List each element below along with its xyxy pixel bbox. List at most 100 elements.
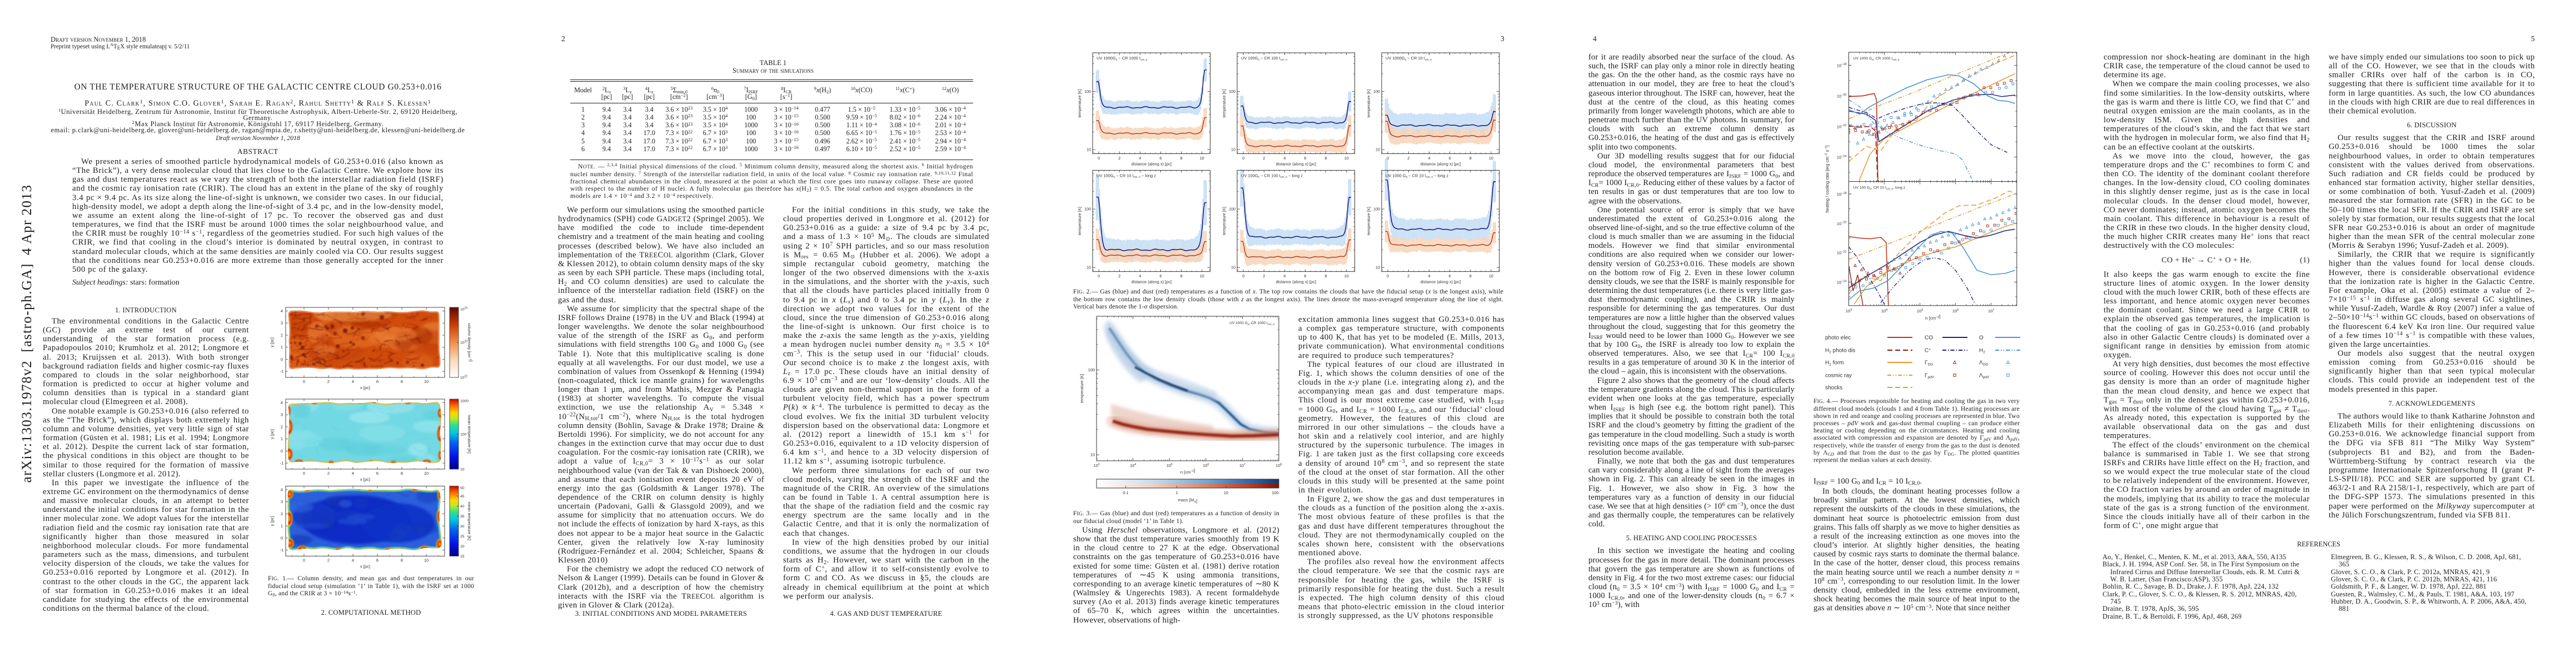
svg-text:10: 10: [1200, 156, 1204, 161]
svg-text:temperature [K]: temperature [K]: [1222, 207, 1227, 235]
svg-text:104: 104: [1130, 463, 1136, 468]
svg-text:2: 2: [327, 558, 330, 563]
svg-text:3: 3: [281, 321, 283, 326]
svg-text:y [pc]: y [pc]: [270, 337, 275, 347]
svg-text:0: 0: [281, 357, 283, 362]
svg-text:1: 1: [1175, 490, 1178, 495]
svg-text:3: 3: [281, 412, 283, 417]
svg-text:mean temperature [K]: mean temperature [K]: [467, 502, 472, 541]
svg-text:10: 10: [424, 379, 428, 384]
svg-text:2: 2: [327, 379, 330, 384]
svg-text:4: 4: [1428, 273, 1431, 278]
svg-text:UV 100 G0, CR 10 ICR, 0, long: UV 100 G0, CR 10 ICR, 0, long z: [1853, 186, 1906, 191]
svg-text:8: 8: [401, 379, 403, 384]
svg-text:UV 1000G0 − CR 10 ICR, 0: UV 1000G0 − CR 10 ICR, 0: [1386, 56, 1432, 62]
svg-text:O: O: [1979, 335, 1984, 341]
svg-text:40: 40: [460, 505, 465, 509]
svg-text:6: 6: [376, 471, 378, 476]
svg-text:30: 30: [460, 525, 465, 529]
svg-text:100: 100: [1373, 207, 1380, 212]
svg-text:105: 105: [1917, 308, 1923, 313]
svg-text:UV 100G0 − CR 100 ICR, 0: UV 100G0 − CR 100 ICR, 0: [1241, 56, 1287, 62]
svg-text:x [pc]: x [pc]: [360, 477, 370, 482]
svg-text:0: 0: [1242, 156, 1244, 161]
svg-text:y [pc]: y [pc]: [270, 516, 275, 526]
svg-text:2: 2: [327, 471, 330, 476]
svg-text:0: 0: [281, 449, 283, 454]
svg-text:0: 0: [303, 379, 305, 384]
svg-text:distance (along x) [pc]: distance (along x) [pc]: [1132, 162, 1172, 167]
svg-text:10−24: 10−24: [1837, 280, 1847, 285]
svg-text:ΓDG: ΓDG: [1925, 360, 1933, 367]
svg-text:6: 6: [1449, 273, 1451, 278]
svg-text:6: 6: [1449, 156, 1451, 161]
svg-text:UV 100G0 − CR 10 ICR, 0 − lo: UV 100G0 − CR 10 ICR, 0 − long z: [1097, 173, 1156, 179]
svg-text:8: 8: [401, 558, 403, 563]
svg-text:distance (along x) [pc]: distance (along x) [pc]: [1421, 280, 1461, 285]
svg-text:105: 105: [1167, 463, 1173, 468]
svg-text:10: 10: [460, 468, 465, 472]
svg-text:100: 100: [1088, 367, 1095, 372]
svg-text:temperature [K]: temperature [K]: [1079, 374, 1084, 403]
svg-text:-1: -1: [280, 369, 284, 374]
svg-text:10: 10: [1224, 490, 1228, 495]
svg-text:50: 50: [460, 486, 465, 490]
svg-text:distance (along x) [pc]: distance (along x) [pc]: [1276, 162, 1316, 167]
svg-text:column density [cm−2]: column density [cm−2]: [467, 323, 473, 361]
svg-text:6: 6: [376, 558, 378, 563]
svg-text:temperature [K]: temperature [K]: [1077, 207, 1082, 235]
svg-text:104: 104: [1881, 308, 1887, 313]
svg-text:1: 1: [281, 524, 283, 529]
svg-text:x [pc]: x [pc]: [360, 564, 370, 569]
svg-text:10: 10: [1489, 273, 1493, 278]
svg-text:n [cm−3]: n [cm−3]: [1925, 314, 1940, 321]
svg-text:H2: H2: [1979, 348, 1985, 355]
svg-text:distance (along x) [pc]: distance (along x) [pc]: [1132, 280, 1172, 285]
svg-text:8: 8: [1180, 273, 1183, 278]
svg-text:107: 107: [1239, 463, 1245, 468]
svg-text:heating / cooling rate [erg cm: heating / cooling rate [erg cm−3 s−1]: [1825, 145, 1830, 212]
svg-text:temperature [K]: temperature [K]: [1366, 89, 1371, 117]
svg-text:x [pc]: x [pc]: [360, 385, 370, 390]
svg-text:temperature [K]: temperature [K]: [1077, 89, 1082, 117]
svg-text:ΛpdV: ΛpdV: [1979, 373, 1990, 380]
svg-text:0.1: 0.1: [1123, 490, 1128, 495]
svg-text:10: 10: [1489, 156, 1493, 161]
svg-text:2: 2: [281, 511, 283, 516]
svg-text:10−22: 10−22: [1837, 251, 1847, 256]
svg-text:6: 6: [1304, 273, 1307, 278]
svg-text:4: 4: [1139, 273, 1141, 278]
svg-text:10: 10: [1376, 265, 1380, 270]
svg-text:100: 100: [1084, 89, 1091, 94]
svg-text:108: 108: [1275, 463, 1282, 468]
svg-text:10: 10: [424, 558, 428, 563]
svg-text:1023: 1023: [460, 340, 467, 345]
svg-text:10−18: 10−18: [1837, 192, 1847, 197]
svg-text:6: 6: [1159, 273, 1162, 278]
svg-text:H2 form: H2 form: [1825, 360, 1844, 367]
svg-text:8: 8: [1469, 273, 1472, 278]
svg-text:2: 2: [1118, 273, 1120, 278]
svg-text:2: 2: [1407, 156, 1409, 161]
svg-text:0: 0: [303, 558, 305, 563]
svg-text:CO: CO: [1925, 335, 1933, 341]
svg-text:45: 45: [460, 495, 465, 499]
svg-text:UV 100G0 − CR 100 ICR, 0 − l: UV 100G0 − CR 100 ICR, 0 − long z: [1241, 173, 1303, 179]
svg-text:100: 100: [1373, 89, 1380, 94]
svg-text:temperature [K]: temperature [K]: [1366, 207, 1371, 235]
svg-text:distance (along x) [pc]: distance (along x) [pc]: [1421, 162, 1461, 167]
svg-text:1: 1: [281, 345, 283, 350]
svg-text:8: 8: [1469, 156, 1472, 161]
svg-text:UV 1000 G0, CR 1000 ICR, 0: UV 1000 G0, CR 1000 ICR, 0: [1853, 57, 1900, 62]
svg-text:10: 10: [424, 471, 428, 476]
svg-text:6: 6: [1304, 156, 1307, 161]
svg-text:10: 10: [1090, 452, 1095, 457]
svg-text:shocks: shocks: [1825, 385, 1842, 391]
svg-text:ΓpdV: ΓpdV: [1925, 373, 1935, 380]
svg-text:10−22: 10−22: [1837, 124, 1847, 129]
svg-text:8: 8: [1180, 156, 1183, 161]
svg-text:2: 2: [1407, 273, 1409, 278]
svg-text:20: 20: [460, 545, 465, 549]
svg-text:10: 10: [1344, 156, 1349, 161]
svg-text:2: 2: [1118, 156, 1120, 161]
